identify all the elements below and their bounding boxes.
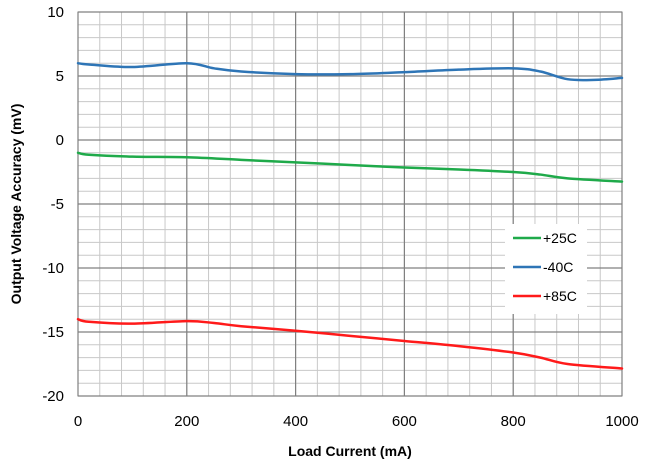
y-axis-title: Output Voltage Accuracy (mV) bbox=[8, 104, 24, 305]
x-tick-label: 800 bbox=[501, 413, 526, 430]
y-tick-label: -15 bbox=[42, 324, 64, 341]
y-tick-label: 0 bbox=[56, 132, 64, 149]
y-tick-label: 5 bbox=[56, 68, 64, 85]
x-tick-label: 1000 bbox=[605, 413, 638, 430]
legend-label: +25C bbox=[543, 230, 577, 246]
legend: +25C -40C +85C bbox=[505, 224, 587, 314]
x-axis-title: Load Current (mA) bbox=[288, 443, 412, 459]
series-line-25c bbox=[76, 151, 624, 183]
series-line-minus40c bbox=[76, 61, 624, 82]
legend-label: -40C bbox=[543, 259, 573, 275]
x-tick-label: 200 bbox=[174, 413, 199, 430]
x-tick-label: 600 bbox=[392, 413, 417, 430]
y-tick-labels: 10 5 0 -5 -10 -15 -20 bbox=[42, 4, 64, 405]
y-tick-label: -5 bbox=[51, 196, 64, 213]
x-tick-label: 400 bbox=[283, 413, 308, 430]
series-line-85c bbox=[76, 317, 624, 370]
y-tick-label: -20 bbox=[42, 388, 64, 405]
x-tick-label: 0 bbox=[74, 413, 82, 430]
y-tick-label: -10 bbox=[42, 260, 64, 277]
x-tick-labels: 0 200 400 600 800 1000 bbox=[74, 413, 639, 430]
y-tick-label: 10 bbox=[47, 4, 64, 21]
series-lines bbox=[76, 61, 624, 370]
plot-area-border bbox=[77, 11, 623, 397]
legend-label: +85C bbox=[543, 288, 577, 304]
